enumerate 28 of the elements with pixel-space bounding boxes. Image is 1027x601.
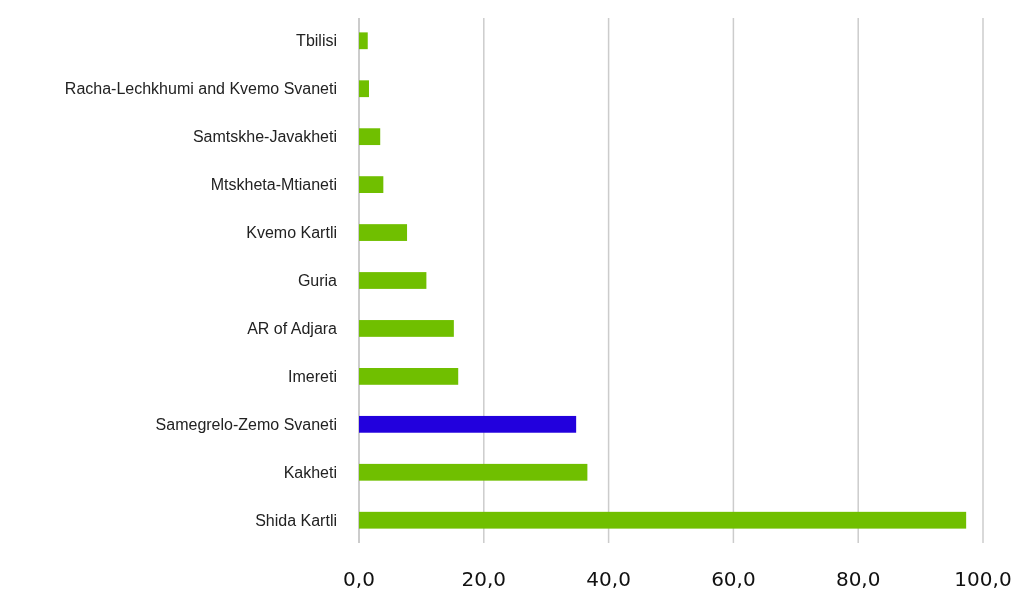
y-tick-label: Samegrelo-Zemo Svaneti — [155, 415, 337, 433]
bar — [359, 224, 408, 241]
bar — [359, 32, 368, 50]
bar — [359, 368, 459, 385]
x-tick-label: 0,0 — [343, 567, 375, 591]
y-tick-label: Guria — [297, 272, 338, 290]
x-tick-label: 60,0 — [711, 567, 756, 591]
y-tick-label: Shida Kartli — [255, 511, 337, 529]
y-tick-label: Kakheti — [283, 463, 337, 481]
x-tick-label: 100,0 — [954, 567, 1012, 591]
bar — [359, 463, 588, 481]
y-tick-label: AR of Adjara — [247, 320, 338, 338]
y-tick-label: Samtskhe-Javakheti — [192, 128, 337, 146]
y-tick-label: Racha-Lechkhumi and Kvemo Svaneti — [64, 80, 337, 98]
bar — [359, 80, 369, 98]
bar — [359, 320, 454, 337]
x-tick-label: 80,0 — [835, 567, 881, 591]
bar — [359, 511, 967, 529]
x-tick-label: 40,0 — [586, 567, 631, 591]
bar — [359, 415, 577, 433]
bar — [359, 128, 381, 146]
bar — [359, 272, 427, 289]
y-tick-label: Tbilisi — [296, 32, 337, 50]
y-tick-label: Imereti — [288, 367, 337, 385]
x-tick-label: 20,0 — [461, 567, 507, 591]
y-tick-label: Kvemo Kartli — [246, 224, 337, 242]
y-tick-label: Mtskheta-Mtianeti — [210, 176, 337, 194]
bar — [359, 176, 384, 193]
